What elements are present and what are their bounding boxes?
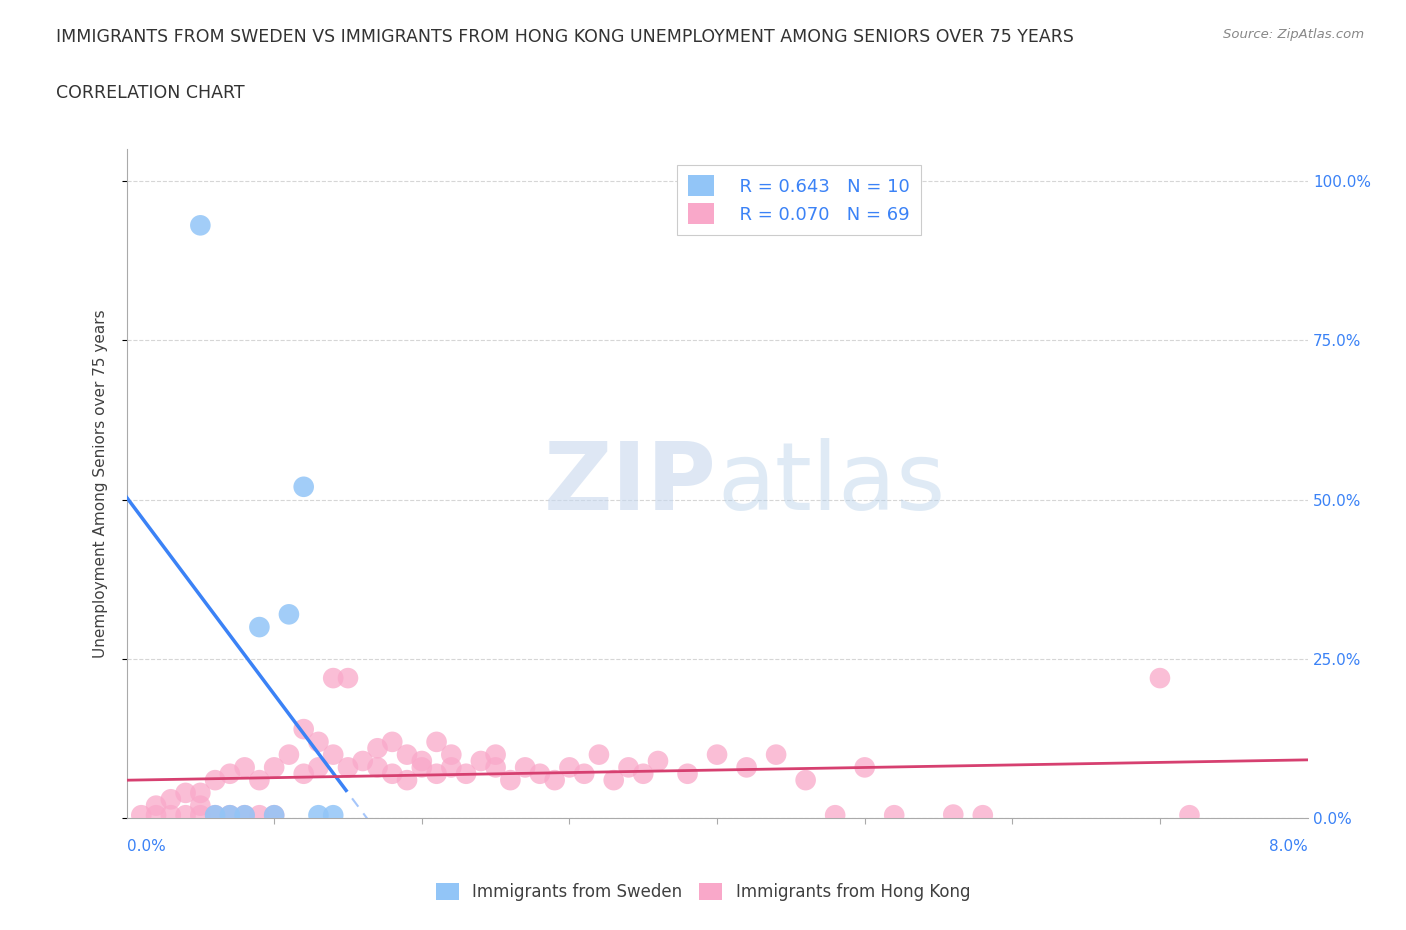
Text: 8.0%: 8.0% — [1268, 839, 1308, 854]
Point — [204, 808, 226, 823]
Point — [174, 808, 197, 823]
Point — [972, 808, 994, 823]
Point — [292, 766, 315, 781]
Point — [233, 808, 256, 823]
Point — [219, 766, 242, 781]
Point — [824, 808, 846, 823]
Point — [515, 760, 537, 775]
Point — [322, 747, 344, 762]
Point — [219, 808, 242, 823]
Point — [188, 786, 211, 801]
Point — [484, 760, 508, 775]
Text: ZIP: ZIP — [544, 438, 717, 529]
Point — [233, 760, 256, 775]
Point — [263, 808, 285, 823]
Point — [454, 766, 477, 781]
Point — [307, 760, 329, 775]
Text: Source: ZipAtlas.com: Source: ZipAtlas.com — [1223, 28, 1364, 41]
Point — [381, 735, 404, 750]
Point — [188, 218, 211, 232]
Point — [381, 766, 404, 781]
Point — [322, 671, 344, 685]
Point — [853, 760, 876, 775]
Point — [588, 747, 610, 762]
Point — [307, 808, 329, 823]
Point — [352, 753, 374, 768]
Point — [204, 808, 226, 823]
Point — [278, 747, 301, 762]
Point — [1178, 808, 1201, 823]
Point — [425, 766, 447, 781]
Legend: Immigrants from Sweden, Immigrants from Hong Kong: Immigrants from Sweden, Immigrants from … — [429, 876, 977, 908]
Point — [292, 722, 315, 737]
Point — [366, 760, 388, 775]
Point — [188, 798, 211, 813]
Point — [263, 760, 285, 775]
Point — [647, 753, 669, 768]
Point — [942, 807, 965, 822]
Point — [543, 773, 565, 788]
Point — [633, 766, 655, 781]
Point — [499, 773, 522, 788]
Point — [188, 808, 211, 823]
Point — [440, 747, 463, 762]
Point — [247, 808, 270, 823]
Text: CORRELATION CHART: CORRELATION CHART — [56, 84, 245, 101]
Point — [425, 735, 447, 750]
Point — [603, 773, 626, 788]
Point — [574, 766, 596, 781]
Point — [145, 808, 167, 823]
Point — [1149, 671, 1171, 685]
Point — [470, 753, 492, 768]
Point — [794, 773, 817, 788]
Point — [765, 747, 787, 762]
Point — [337, 760, 360, 775]
Point — [278, 607, 301, 622]
Point — [484, 747, 508, 762]
Point — [247, 773, 270, 788]
Point — [396, 773, 419, 788]
Point — [233, 808, 256, 823]
Point — [160, 808, 183, 823]
Point — [706, 747, 728, 762]
Point — [735, 760, 758, 775]
Legend:   R = 0.643   N = 10,   R = 0.070   N = 69: R = 0.643 N = 10, R = 0.070 N = 69 — [678, 165, 921, 235]
Point — [292, 479, 315, 494]
Y-axis label: Unemployment Among Seniors over 75 years: Unemployment Among Seniors over 75 years — [93, 310, 108, 658]
Text: atlas: atlas — [717, 438, 945, 529]
Point — [160, 791, 183, 806]
Point — [883, 808, 905, 823]
Point — [440, 760, 463, 775]
Point — [204, 773, 226, 788]
Point — [174, 786, 197, 801]
Point — [145, 798, 167, 813]
Point — [411, 753, 433, 768]
Point — [676, 766, 699, 781]
Point — [617, 760, 640, 775]
Point — [366, 741, 388, 756]
Text: 0.0%: 0.0% — [127, 839, 166, 854]
Point — [411, 760, 433, 775]
Point — [307, 735, 329, 750]
Point — [263, 808, 285, 823]
Point — [529, 766, 551, 781]
Point — [396, 747, 419, 762]
Point — [129, 808, 153, 823]
Point — [247, 619, 270, 634]
Text: IMMIGRANTS FROM SWEDEN VS IMMIGRANTS FROM HONG KONG UNEMPLOYMENT AMONG SENIORS O: IMMIGRANTS FROM SWEDEN VS IMMIGRANTS FRO… — [56, 28, 1074, 46]
Point — [558, 760, 581, 775]
Point — [322, 808, 344, 823]
Point — [219, 808, 242, 823]
Point — [337, 671, 360, 685]
